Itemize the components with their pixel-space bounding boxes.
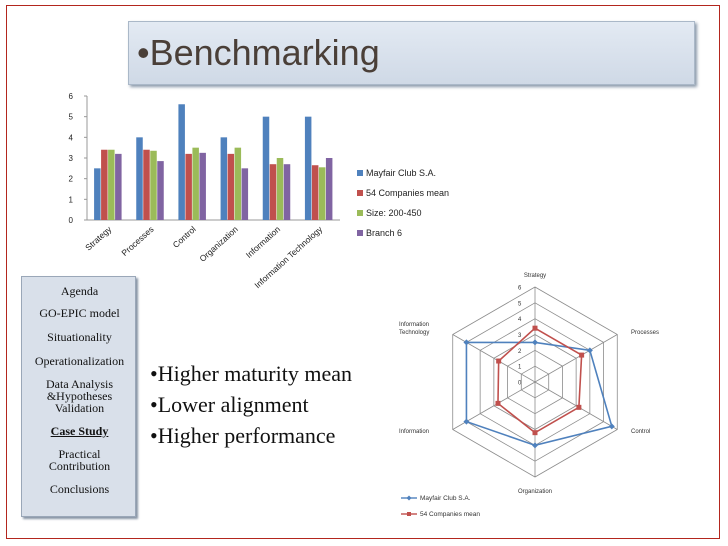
bar <box>311 165 319 220</box>
radar-point <box>532 430 538 436</box>
radar-point <box>532 339 538 346</box>
radar-point <box>496 358 502 364</box>
legend-label: 54 Companies mean <box>366 188 449 198</box>
y-tick-label: 2 <box>69 175 74 184</box>
legend-label: Branch 6 <box>366 228 402 238</box>
radar-point <box>532 442 538 449</box>
title-banner: •Benchmarking <box>128 21 695 85</box>
radar-axis-label: Information <box>399 429 429 435</box>
legend-swatch <box>357 230 363 236</box>
category-label: Strategy <box>83 224 114 253</box>
radar-legend-label: Mayfair Club S.A. <box>420 495 471 502</box>
findings-list: •Higher maturity mean •Lower alignment •… <box>150 361 352 454</box>
radar-spoke <box>534 381 618 430</box>
agenda-panel: Agenda GO-EPIC model Situationality Operati… <box>21 276 136 517</box>
bar-chart: 0 1 2 3 4 5 6 Strategy Processes Control Organiza… <box>69 92 450 291</box>
radar-axis-label: Processes <box>631 330 659 336</box>
bar <box>269 164 277 220</box>
bar <box>199 152 206 220</box>
legend-label: Mayfair Club S.A. <box>366 168 436 178</box>
agenda-item: GO-EPIC model <box>39 306 120 320</box>
bar <box>227 153 235 220</box>
y-tick-label: 3 <box>69 154 74 163</box>
bar <box>150 150 157 220</box>
bar <box>262 116 270 220</box>
y-tick-label: 0 <box>69 216 74 225</box>
radar-tick-label: 0 <box>518 381 522 387</box>
bar <box>101 149 108 220</box>
legend-swatch <box>357 190 363 196</box>
radar-chart: 0 1 2 3 4 5 6 Strategy Processes Control Organiza… <box>399 273 659 518</box>
bar <box>136 137 143 220</box>
radar-tick-label: 2 <box>518 349 522 355</box>
radar-point <box>586 347 593 354</box>
radar-point <box>463 418 470 425</box>
agenda-item: Data Analysis &Hypotheses Validation <box>46 377 113 415</box>
agenda-item: Practical Contribution <box>48 447 111 473</box>
radar-axis-label: Control <box>631 429 650 435</box>
bar <box>276 158 284 220</box>
radar-point <box>579 352 585 358</box>
bar <box>143 149 150 220</box>
radar-axis-label: Information Technology <box>399 322 429 336</box>
finding-bullet: •Lower alignment <box>150 392 309 417</box>
radar-spoke <box>534 334 618 383</box>
bar <box>108 149 115 220</box>
bar <box>192 147 199 220</box>
radar-point <box>495 400 501 406</box>
bar <box>325 158 333 220</box>
bar <box>178 104 185 220</box>
slide-frame <box>6 5 720 539</box>
category-label: Information Technology <box>252 224 324 291</box>
category-label: Processes <box>119 224 155 258</box>
finding-bullet: •Higher maturity mean <box>150 361 352 386</box>
bar <box>115 153 122 220</box>
y-tick-label: 1 <box>69 195 74 204</box>
finding-bullet: •Higher performance <box>150 423 336 448</box>
slide-title: •Benchmarking <box>137 32 380 73</box>
radar-title: Strategy <box>524 273 546 279</box>
y-tick-label: 5 <box>69 113 74 122</box>
agenda-item: Agenda <box>60 284 99 298</box>
radar-point <box>576 404 582 410</box>
radar-tick-label: 5 <box>518 301 522 307</box>
bar <box>220 137 228 220</box>
legend-swatch <box>357 210 363 216</box>
bar <box>185 153 192 220</box>
bar <box>241 168 249 220</box>
bar <box>304 116 312 220</box>
radar-legend-label: 54 Companies mean <box>420 511 480 518</box>
radar-point <box>532 325 538 331</box>
y-tick-label: 6 <box>69 92 74 101</box>
radar-tick-label: 1 <box>518 365 522 371</box>
radar-axis-label: Organization <box>518 489 552 495</box>
radar-point <box>463 339 470 346</box>
bar <box>94 168 101 220</box>
agenda-item: Conclusions <box>49 482 110 496</box>
bar <box>283 164 291 220</box>
radar-tick-label: 6 <box>518 286 522 292</box>
radar-tick-label: 4 <box>518 317 522 323</box>
bar <box>318 167 326 220</box>
category-label: Control <box>171 224 198 250</box>
legend-label: Size: 200-450 <box>366 208 422 218</box>
legend-swatch <box>357 170 363 176</box>
y-tick-label: 4 <box>69 133 74 142</box>
category-label: Organization <box>197 224 240 264</box>
category-label: Information <box>244 224 282 260</box>
bar <box>157 161 164 220</box>
agenda-item: Operationalization <box>34 354 125 368</box>
radar-tick-label: 3 <box>518 333 522 339</box>
bar <box>234 147 242 220</box>
radar-point <box>608 423 615 430</box>
agenda-item: Case Study <box>50 424 109 438</box>
agenda-item: Situationality <box>47 330 112 344</box>
